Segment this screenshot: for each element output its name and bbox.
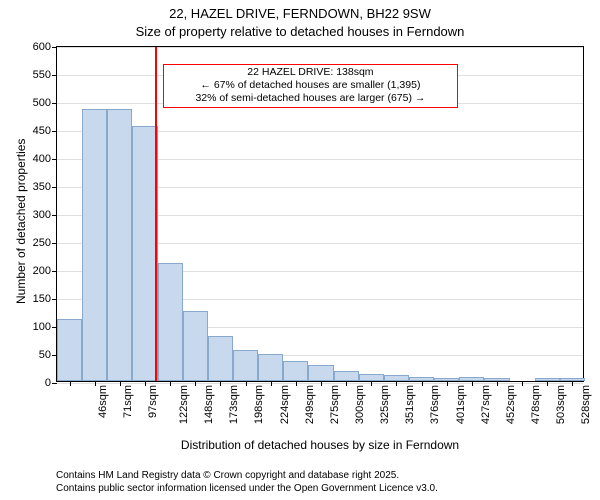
xtick-mark xyxy=(472,381,473,386)
xtick-label: 275sqm xyxy=(329,385,341,424)
ytick-mark xyxy=(52,299,57,300)
ytick-mark xyxy=(52,187,57,188)
ytick-mark xyxy=(52,243,57,244)
xtick-label: 300sqm xyxy=(354,385,366,424)
xtick-mark xyxy=(447,381,448,386)
histogram-bar xyxy=(132,126,157,381)
xtick-mark xyxy=(95,381,96,386)
reference-marker-line xyxy=(155,47,157,381)
ytick-label: 500 xyxy=(33,97,51,109)
histogram-bar xyxy=(258,354,283,381)
histogram-bar xyxy=(334,371,359,381)
xtick-label: 452sqm xyxy=(505,385,517,424)
histogram-bar xyxy=(359,374,384,381)
xtick-mark xyxy=(195,381,196,386)
ytick-mark xyxy=(52,215,57,216)
ytick-mark xyxy=(52,47,57,48)
ytick-label: 0 xyxy=(45,377,51,389)
xtick-mark xyxy=(145,381,146,386)
histogram-bar xyxy=(57,319,82,381)
histogram-bar xyxy=(82,109,107,381)
ytick-label: 150 xyxy=(33,293,51,305)
xtick-mark xyxy=(70,381,71,386)
xtick-mark xyxy=(572,381,573,386)
ytick-mark xyxy=(52,159,57,160)
xtick-label: 503sqm xyxy=(555,385,567,424)
histogram-bar xyxy=(208,336,233,381)
xtick-label: 122sqm xyxy=(178,385,190,424)
ytick-mark xyxy=(52,271,57,272)
xtick-label: 249sqm xyxy=(304,385,316,424)
attribution-line1: Contains HM Land Registry data © Crown c… xyxy=(56,470,438,483)
xtick-label: 224sqm xyxy=(279,385,291,424)
ytick-label: 400 xyxy=(33,153,51,165)
ytick-label: 450 xyxy=(33,125,51,137)
histogram-bar xyxy=(107,109,132,381)
xtick-label: 376sqm xyxy=(430,385,442,424)
xtick-mark xyxy=(497,381,498,386)
xtick-mark xyxy=(371,381,372,386)
xtick-label: 351sqm xyxy=(404,385,416,424)
ytick-label: 50 xyxy=(39,349,51,361)
xtick-mark xyxy=(220,381,221,386)
xtick-label: 71sqm xyxy=(122,385,134,418)
xtick-mark xyxy=(346,381,347,386)
xtick-label: 148sqm xyxy=(203,385,215,424)
xtick-label: 46sqm xyxy=(97,385,109,418)
xtick-mark xyxy=(170,381,171,386)
histogram-bar xyxy=(283,361,308,381)
attribution-text: Contains HM Land Registry data © Crown c… xyxy=(56,470,438,495)
ytick-label: 350 xyxy=(33,181,51,193)
xtick-mark xyxy=(296,381,297,386)
xtick-mark xyxy=(547,381,548,386)
histogram-bar xyxy=(233,350,258,381)
xtick-label: 173sqm xyxy=(228,385,240,424)
xtick-label: 325sqm xyxy=(379,385,391,424)
ytick-label: 300 xyxy=(33,209,51,221)
xtick-mark xyxy=(396,381,397,386)
xtick-mark xyxy=(271,381,272,386)
ytick-label: 600 xyxy=(33,41,51,53)
xtick-label: 401sqm xyxy=(455,385,467,424)
annotation-line2: ← 67% of detached houses are smaller (1,… xyxy=(168,79,454,92)
annotation-line3: 32% of semi-detached houses are larger (… xyxy=(168,92,454,105)
xtick-label: 97sqm xyxy=(147,385,159,418)
xtick-mark xyxy=(246,381,247,386)
xtick-mark xyxy=(321,381,322,386)
annotation-box: 22 HAZEL DRIVE: 138sqm ← 67% of detached… xyxy=(163,64,459,108)
xtick-label: 478sqm xyxy=(530,385,542,424)
attribution-line2: Contains public sector information licen… xyxy=(56,483,438,496)
chart-title-line1: 22, HAZEL DRIVE, FERNDOWN, BH22 9SW xyxy=(0,6,600,21)
gridline xyxy=(57,47,583,48)
x-axis-label: Distribution of detached houses by size … xyxy=(56,438,584,452)
xtick-mark xyxy=(422,381,423,386)
ytick-label: 100 xyxy=(33,321,51,333)
histogram-bar xyxy=(183,311,208,381)
histogram-bar xyxy=(158,263,183,381)
xtick-label: 198sqm xyxy=(254,385,266,424)
ytick-mark xyxy=(52,383,57,384)
xtick-mark xyxy=(120,381,121,386)
ytick-mark xyxy=(52,75,57,76)
gridline xyxy=(57,383,583,384)
histogram-bar xyxy=(308,365,333,381)
ytick-mark xyxy=(52,103,57,104)
y-axis-label: Number of detached properties xyxy=(14,139,28,304)
ytick-label: 550 xyxy=(33,69,51,81)
annotation-line1: 22 HAZEL DRIVE: 138sqm xyxy=(168,66,454,79)
xtick-label: 427sqm xyxy=(480,385,492,424)
ytick-label: 200 xyxy=(33,265,51,277)
ytick-label: 250 xyxy=(33,237,51,249)
ytick-mark xyxy=(52,131,57,132)
xtick-mark xyxy=(522,381,523,386)
xtick-label: 528sqm xyxy=(580,385,592,424)
chart-title-line2: Size of property relative to detached ho… xyxy=(0,24,600,39)
plot-area: 05010015020025030035040045050055060046sq… xyxy=(56,46,584,382)
